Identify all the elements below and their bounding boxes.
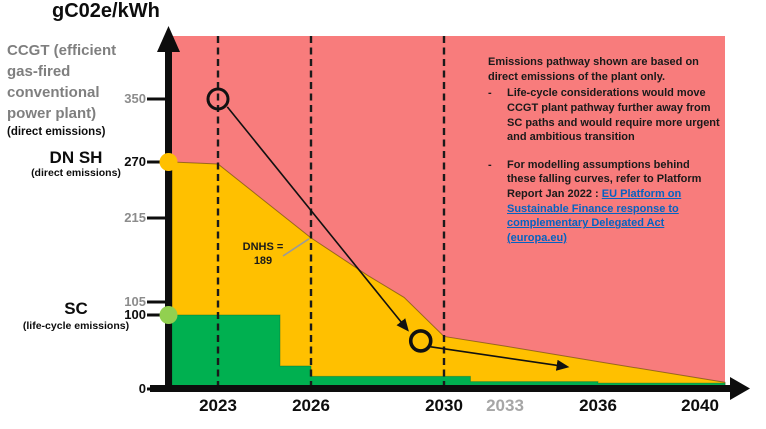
y-tick-label-0: 0 xyxy=(138,381,146,396)
y-tick-label-215: 215 xyxy=(124,210,146,225)
y-axis-arrowhead-icon xyxy=(157,26,180,52)
x-tick-label-2023: 2023 xyxy=(199,396,237,415)
bullet-marker: - xyxy=(488,158,492,171)
dnsh-threshold-label: DN SH xyxy=(49,148,103,167)
ccgt-label-block: CCGT (efficient gas-fired conventional p… xyxy=(7,40,129,138)
ccgt-region-sublabel: (direct emissions) xyxy=(7,126,106,138)
ccgt-region-label: CCGT (efficient gas-fired conventional p… xyxy=(7,42,117,122)
y-tick-label-270: 270 xyxy=(124,154,146,169)
x-tick-label-2033: 2033 xyxy=(486,396,524,415)
bullet-marker: - xyxy=(488,87,492,100)
chart-title: gC02e/kWh xyxy=(52,0,160,22)
notes-bullet-1-text: Life-cycle considerations would move CCG… xyxy=(507,87,720,144)
dnhs-value-line2: 189 xyxy=(253,255,273,268)
dnsh-threshold-sublabel: (direct emissions) xyxy=(31,167,121,179)
notes-bullet-1: - Life-cycle considerations would move C… xyxy=(488,86,720,145)
dnhs-value-line1: DNHS = xyxy=(242,241,284,253)
sc-axis-dot xyxy=(159,306,178,324)
ccgt-start-circle xyxy=(206,87,230,111)
y-axis-line xyxy=(165,44,172,392)
y-tick-label-100: 100 xyxy=(124,307,146,322)
dnhs-value-annotation: DNHS = 189 xyxy=(231,240,295,269)
sc-label-block: SC (life-cycle emissions) xyxy=(12,299,140,332)
x-tick-label-2026: 2026 xyxy=(292,396,330,415)
x-tick-label-2036: 2036 xyxy=(579,396,617,415)
dnsh-axis-dot xyxy=(159,153,178,171)
y-tick-label-105: 105 xyxy=(124,294,146,309)
transition-target-circle xyxy=(408,329,433,353)
eu-platform-report-link[interactable]: EU Platform on Sustainable Finance respo… xyxy=(507,188,682,244)
dnhs-pointer-line xyxy=(282,238,310,257)
notes-bullet-2-prefix: For modelling assumptions behind these f… xyxy=(507,158,702,200)
notes-textbox: Emissions pathway shown are based on dir… xyxy=(488,55,720,246)
sc-threshold-sublabel: (life-cycle emissions) xyxy=(22,320,130,332)
ccgt-transition-arrow-1 xyxy=(226,106,409,332)
notes-bullet-2: - For modelling assumptions behind these… xyxy=(488,158,720,246)
x-axis-line xyxy=(150,385,733,392)
dnsh-label-block: DN SH (direct emissions) xyxy=(12,148,140,179)
y-tick-label-350: 350 xyxy=(124,91,146,106)
notes-bullet-2-text: For modelling assumptions behind these f… xyxy=(497,158,720,246)
sc-threshold-label: SC xyxy=(64,299,88,318)
ccgt-transition-arrow-2 xyxy=(430,346,570,371)
x-axis-arrowhead-icon xyxy=(730,377,750,400)
notes-intro-text: Emissions pathway shown are based on dir… xyxy=(488,56,699,83)
x-tick-label-2040: 2040 xyxy=(681,396,719,415)
x-tick-label-2030: 2030 xyxy=(425,396,463,415)
